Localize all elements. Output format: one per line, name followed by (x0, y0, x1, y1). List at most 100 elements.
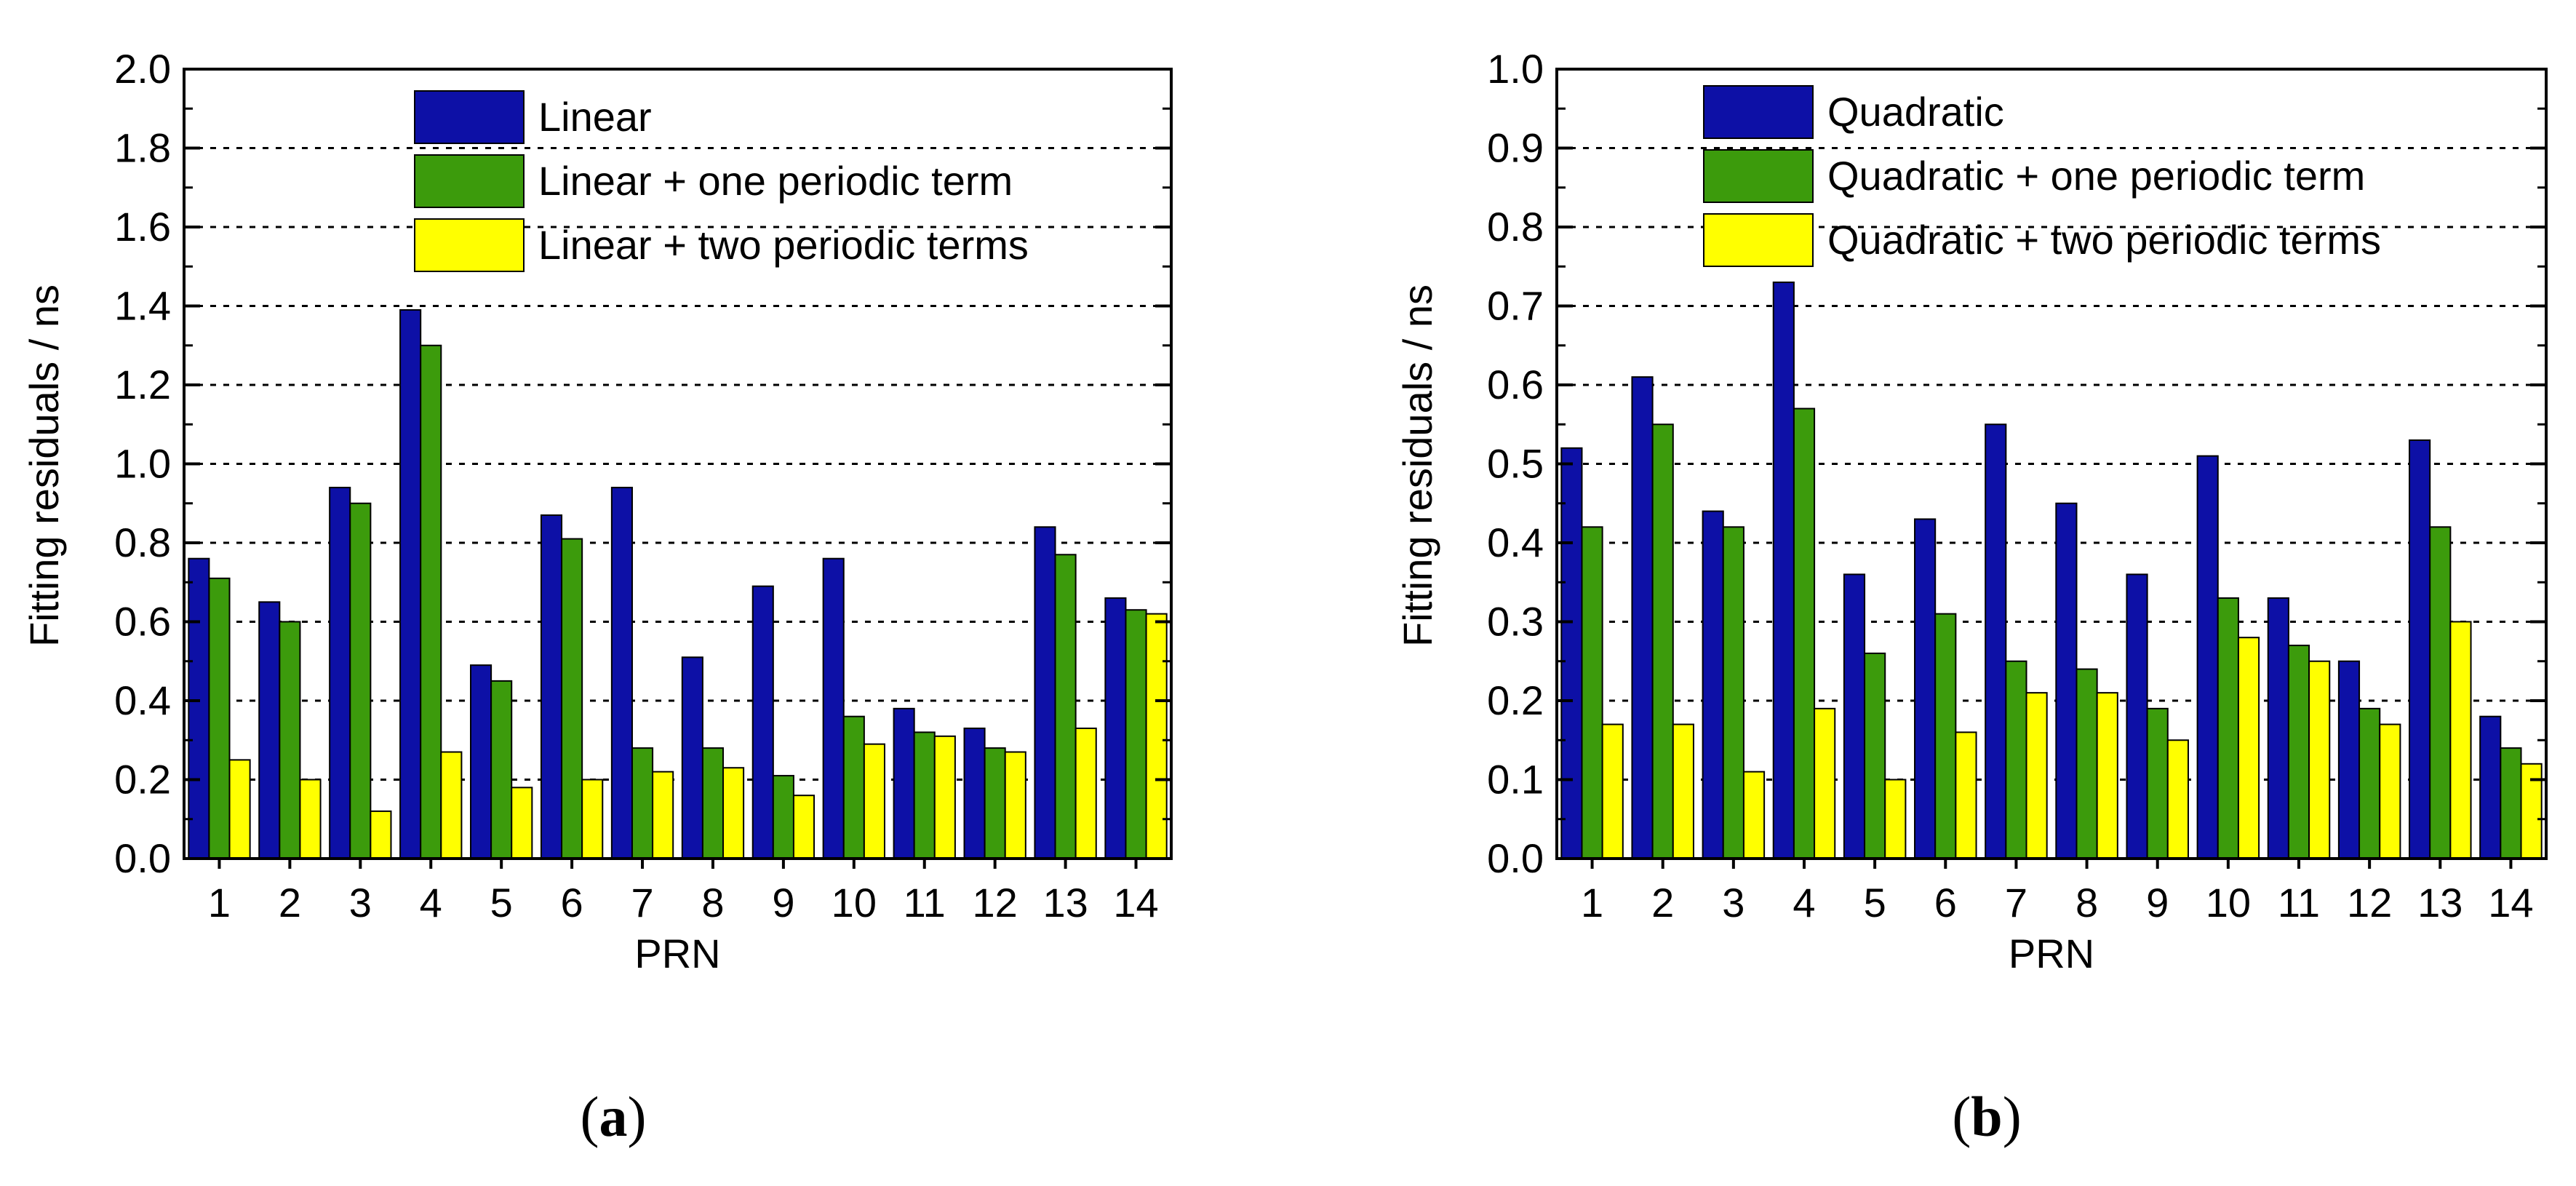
y-tick-label: 1.0 (114, 441, 171, 487)
bar-series-1-prn-4 (399, 309, 422, 859)
x-tick-label: 5 (490, 880, 513, 926)
y-tick-label: 0.9 (1487, 125, 1544, 171)
bar-series-1-prn-10 (822, 557, 845, 859)
bar-series-3-prn-8 (2096, 692, 2118, 860)
legend-swatch-1 (414, 90, 525, 144)
bar-series-3-prn-5 (1884, 779, 1907, 859)
bar-series-3-prn-9 (2166, 739, 2189, 859)
bar-series-2-prn-3 (349, 502, 372, 859)
bar-series-2-prn-14 (2500, 747, 2522, 859)
bar-series-3-prn-3 (370, 810, 392, 860)
x-tick-label: 7 (631, 880, 653, 926)
bar-series-3-prn-10 (863, 743, 885, 859)
bar-series-3-prn-12 (2379, 723, 2401, 859)
bar-series-2-prn-12 (2358, 707, 2381, 859)
panel-label-b-close: ) (2002, 1085, 2022, 1148)
y-tick-label: 0.0 (114, 835, 171, 881)
panel-label-a-letter: a (599, 1085, 628, 1148)
bar-series-3-prn-7 (652, 771, 674, 860)
bar-series-1-prn-6 (540, 514, 563, 860)
bar-series-2-prn-13 (2429, 526, 2452, 859)
legend-label-3: Quadratic + two periodic terms (1827, 217, 2381, 263)
y-tick-label: 0.8 (1487, 204, 1544, 250)
x-tick-label: 12 (973, 880, 1018, 926)
x-tick-label: 14 (1113, 880, 1158, 926)
x-tick-label: 14 (2488, 880, 2533, 926)
bar-series-1-prn-6 (1914, 518, 1937, 859)
y-tick-label: 1.4 (114, 283, 171, 329)
legend-label-2: Linear + one periodic term (538, 158, 1013, 204)
x-tick-label: 11 (2278, 880, 2320, 926)
bar-series-2-prn-1 (208, 577, 231, 859)
y-tick-label: 1.8 (114, 125, 171, 171)
bar-series-2-prn-11 (2287, 645, 2310, 859)
bar-series-3-prn-1 (228, 759, 251, 859)
bar-series-1-prn-8 (681, 656, 703, 859)
bar-series-3-prn-4 (440, 751, 463, 860)
legend-label-2: Quadratic + one periodic term (1827, 153, 2365, 199)
bar-series-1-prn-2 (1631, 376, 1654, 859)
bar-series-2-prn-2 (1651, 423, 1674, 859)
bar-series-3-prn-1 (1601, 723, 1624, 859)
panel-label-b-open: ( (1952, 1085, 1971, 1148)
y-tick-label: 0.4 (114, 677, 171, 723)
legend-swatch-1 (1703, 85, 1814, 139)
bar-series-1-prn-3 (329, 487, 351, 859)
bar-series-3-prn-6 (1955, 731, 1977, 860)
x-axis-label: PRN (634, 931, 720, 976)
legend-swatch-3 (1703, 213, 1814, 267)
x-tick-label: 2 (279, 880, 301, 926)
legend-swatch-3 (414, 218, 525, 272)
x-tick-label: 1 (1581, 880, 1603, 926)
legend-swatch-2 (1703, 149, 1814, 203)
bar-series-3-prn-8 (722, 767, 745, 859)
x-tick-label: 3 (1722, 880, 1744, 926)
bar-series-1-prn-8 (2055, 502, 2078, 859)
y-tick-label: 0.1 (1487, 757, 1544, 803)
bar-series-3-prn-13 (2449, 621, 2472, 859)
y-axis-label: Fitting residuals / ns (1395, 284, 1440, 647)
bar-series-1-prn-7 (610, 487, 633, 859)
bar-series-2-prn-5 (490, 680, 513, 859)
bar-series-1-prn-12 (2337, 660, 2361, 859)
panel-label-a-close: ) (627, 1085, 647, 1148)
bar-series-1-prn-5 (470, 664, 493, 859)
bar-series-1-prn-14 (1104, 597, 1127, 859)
legend-swatch-2 (414, 154, 525, 208)
bar-series-1-prn-9 (2126, 573, 2148, 860)
y-tick-label: 0.3 (1487, 599, 1544, 645)
legend: Linear Linear + one periodic term Linear +… (414, 90, 1029, 272)
bar-series-1-prn-7 (1985, 423, 2007, 859)
x-axis-label: PRN (2009, 931, 2094, 976)
bar-series-2-prn-6 (1934, 613, 1957, 860)
bar-series-2-prn-8 (2075, 668, 2098, 859)
x-tick-label: 3 (349, 880, 372, 926)
bar-series-2-prn-12 (984, 747, 1006, 859)
bar-series-2-prn-4 (420, 344, 442, 859)
bar-series-2-prn-10 (2217, 597, 2239, 859)
x-tick-label: 5 (1864, 880, 1886, 926)
bar-series-1-prn-14 (2479, 715, 2502, 860)
bar-series-2-prn-10 (842, 715, 865, 860)
bar-series-3-prn-3 (1742, 771, 1766, 860)
x-tick-label: 11 (904, 880, 946, 926)
bar-series-3-prn-2 (1672, 723, 1694, 859)
bar-series-3-prn-10 (2237, 637, 2260, 859)
chart-a: 0.00.20.40.60.81.01.21.41.61.82.01 2 3 4 5 6 7… (21, 46, 1173, 976)
bar-series-2-prn-5 (1864, 652, 1886, 860)
bar-series-1-prn-10 (2196, 455, 2219, 859)
y-tick-label: 1.0 (1487, 46, 1544, 92)
x-tick-label: 6 (1934, 880, 1957, 926)
y-tick-label: 0.2 (114, 757, 171, 803)
y-tick-label: 0.7 (1487, 283, 1544, 329)
legend-label-3: Linear + two periodic terms (538, 222, 1029, 268)
bar-series-3-prn-11 (933, 735, 956, 860)
y-tick-label: 0.6 (1487, 362, 1544, 407)
bar-series-1-prn-12 (963, 727, 986, 859)
x-tick-label: 12 (2347, 880, 2392, 926)
x-tick-label: 4 (1793, 880, 1815, 926)
bar-series-2-prn-3 (1722, 526, 1744, 859)
y-tick-label: 0.0 (1487, 835, 1544, 881)
bar-series-1-prn-1 (1560, 447, 1583, 859)
